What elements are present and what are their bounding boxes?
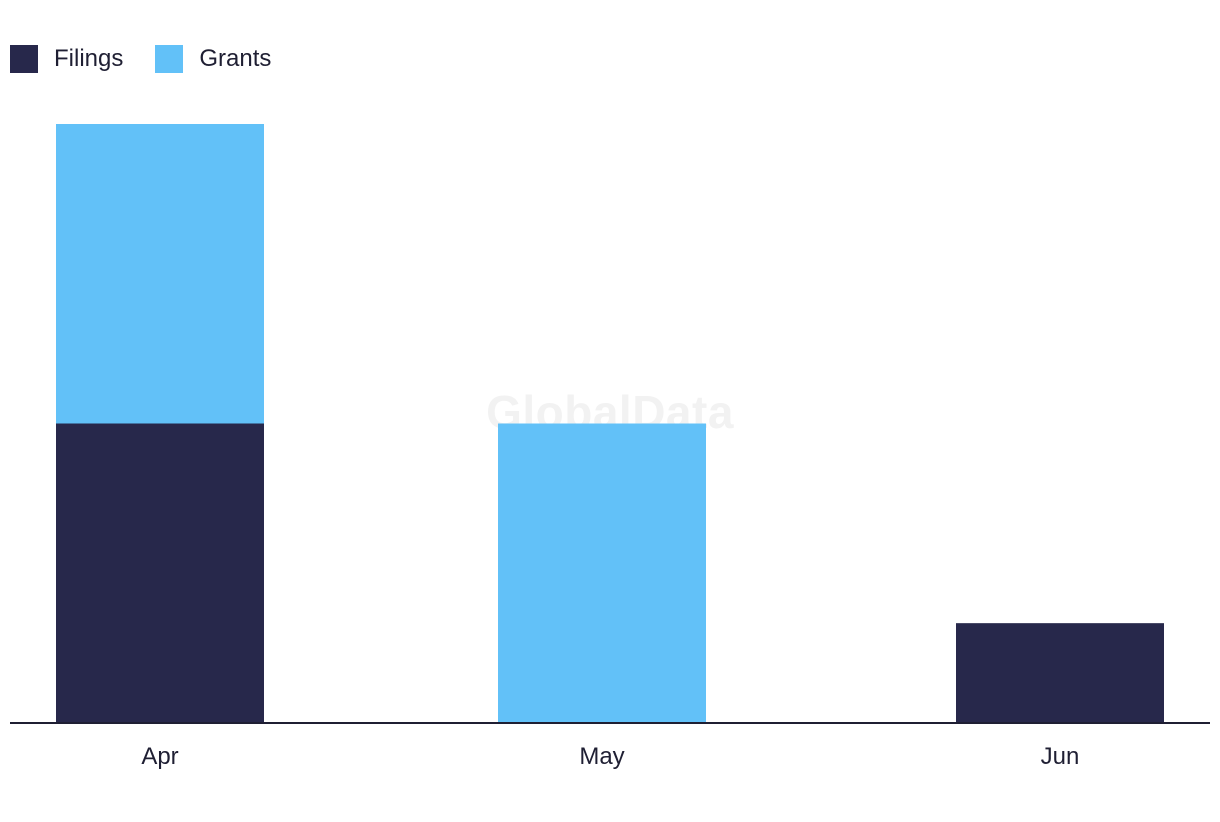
bar-grants-may xyxy=(498,423,706,723)
legend-swatch-filings xyxy=(10,45,38,73)
x-tick-label-may: May xyxy=(579,743,624,770)
bars-layer xyxy=(56,124,1164,723)
x-tick-labels: Apr May Jun xyxy=(141,743,1079,770)
legend-swatch-grants xyxy=(155,45,184,73)
x-tick-label-jun: Jun xyxy=(1041,743,1080,770)
legend-item-filings: Filings xyxy=(10,45,123,73)
bar-filings-apr xyxy=(56,423,264,723)
bar-filings-jun xyxy=(956,623,1164,723)
legend-label-grants: Grants xyxy=(199,45,272,72)
chart-legend: Filings Grants xyxy=(10,44,303,74)
legend-label-filings: Filings xyxy=(54,45,124,72)
x-tick-label-apr: Apr xyxy=(141,743,178,770)
bar-grants-apr xyxy=(56,124,264,424)
legend-item-grants: Grants xyxy=(155,45,271,73)
